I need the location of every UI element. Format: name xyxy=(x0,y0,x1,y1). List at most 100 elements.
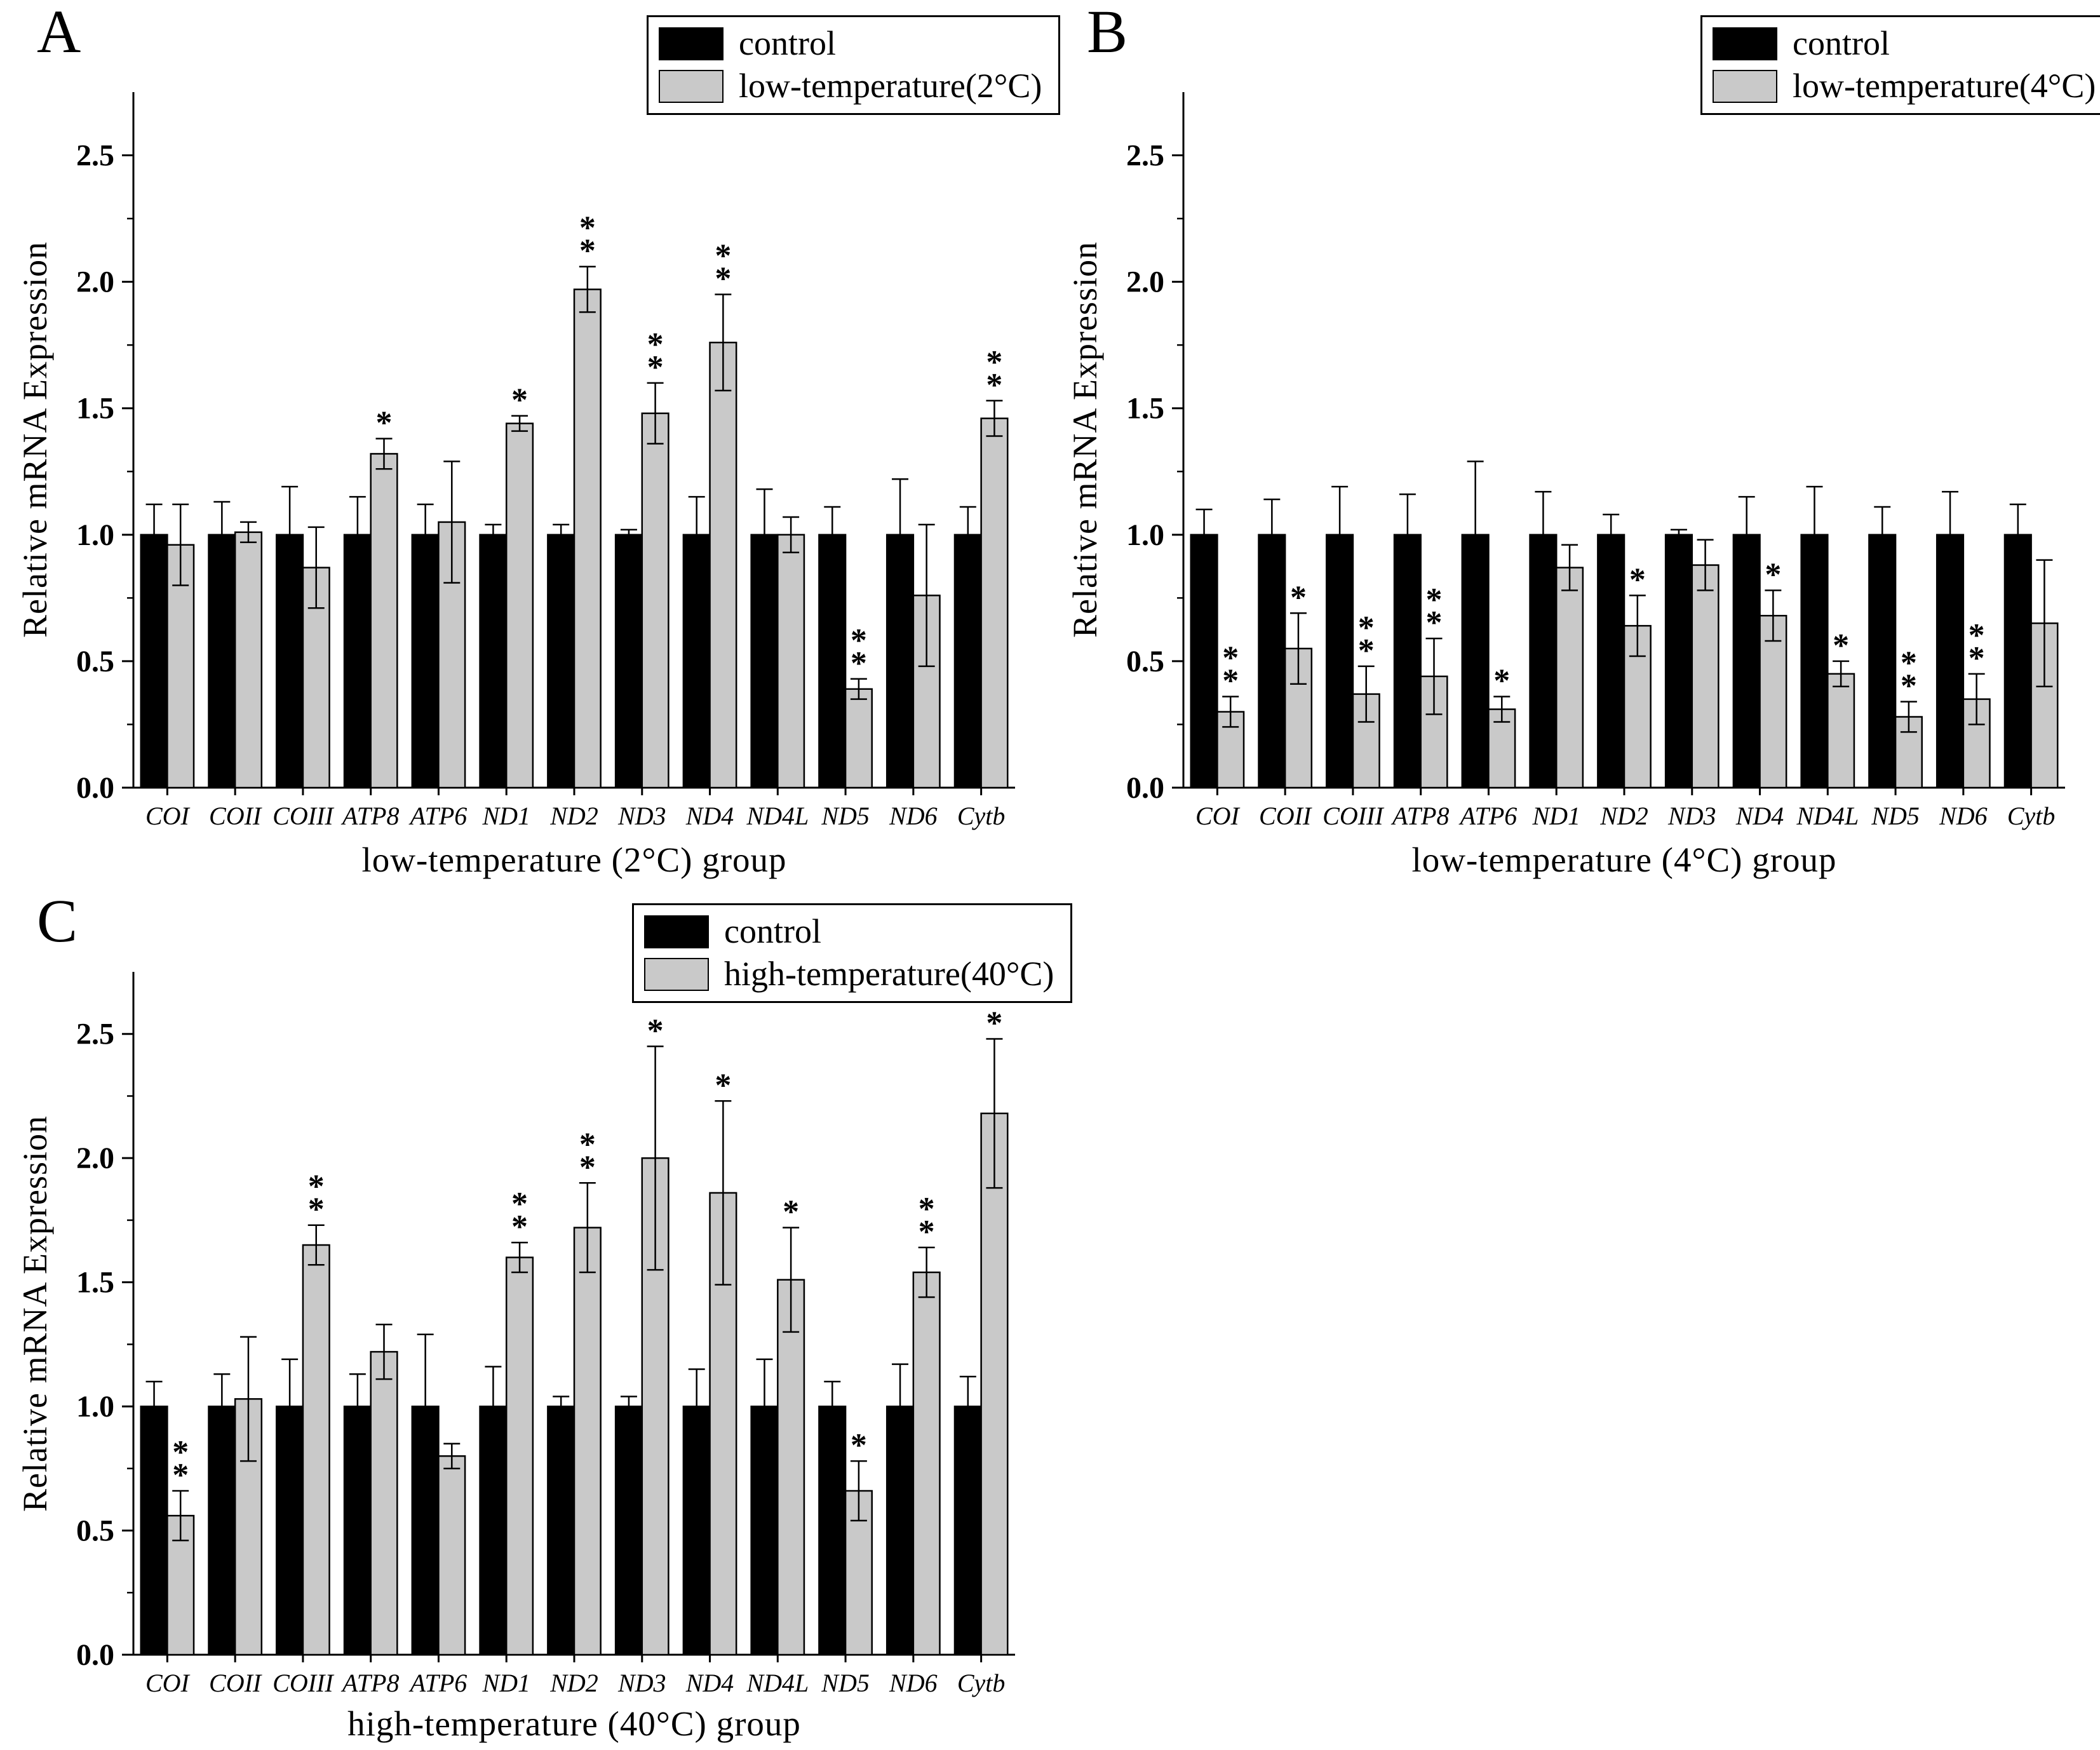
y-tick-label: 2.5 xyxy=(1126,139,1164,173)
bar-control xyxy=(547,534,575,789)
bar-treatment xyxy=(370,453,398,789)
significance-star: * xyxy=(1222,640,1239,676)
x-axis-title: high-temperature (40°C) group xyxy=(347,1704,801,1743)
bar-treatment xyxy=(844,688,873,789)
y-tick-label: 0.0 xyxy=(76,771,114,805)
x-tick-label: ATP8 xyxy=(340,802,400,830)
bar-control xyxy=(1664,534,1693,789)
y-tick-label: 0.0 xyxy=(1126,771,1164,805)
legend-swatch-treatment xyxy=(659,70,724,104)
significance-star: * xyxy=(308,1192,325,1228)
significance-star: * xyxy=(579,1149,596,1185)
significance-star: * xyxy=(1290,579,1307,616)
significance-star: * xyxy=(1969,640,1985,676)
bar-treatment xyxy=(573,1227,602,1656)
x-tick-label: COIII xyxy=(273,802,334,830)
x-tick-label: ND6 xyxy=(889,1669,938,1697)
significance-star: * xyxy=(715,261,731,297)
bar-control xyxy=(343,534,372,789)
significance-star: * xyxy=(511,1186,528,1222)
bar-control xyxy=(1258,534,1286,789)
bar-treatment xyxy=(980,417,1009,789)
y-tick-label: 1.0 xyxy=(76,1390,114,1424)
bar-control xyxy=(1732,534,1761,789)
legend: control low-temperature(2°C) xyxy=(647,15,1061,115)
x-tick-label: Cytb xyxy=(2007,802,2056,830)
legend-label-control: control xyxy=(739,24,836,62)
legend-swatch-treatment xyxy=(644,958,709,992)
significance-star: * xyxy=(919,1191,935,1227)
bar-control xyxy=(1868,534,1897,789)
bar-treatment xyxy=(505,1256,534,1656)
significance-star: * xyxy=(579,210,596,246)
bar-control xyxy=(411,534,440,789)
legend-label-treatment: high-temperature(40°C) xyxy=(724,955,1054,993)
significance-star: * xyxy=(1493,663,1510,699)
y-tick-label: 0.0 xyxy=(76,1638,114,1672)
legend-label-control: control xyxy=(1793,24,1890,62)
significance-star: * xyxy=(647,326,664,363)
x-tick-label: ND6 xyxy=(1939,802,1988,830)
y-tick-label: 0.5 xyxy=(1126,645,1164,678)
y-tick-label: 2.0 xyxy=(76,1141,114,1175)
y-tick-label: 0.5 xyxy=(76,1514,114,1548)
bar-control xyxy=(2003,534,2032,789)
significance-star: * xyxy=(1901,645,1917,682)
significance-star: * xyxy=(986,367,1002,403)
x-tick-label: ND4L xyxy=(746,1669,809,1697)
x-tick-label: ND2 xyxy=(1599,802,1648,830)
y-tick-label: 2.5 xyxy=(76,139,114,173)
x-tick-label: ND1 xyxy=(481,1669,530,1697)
x-tick-label: ND4 xyxy=(685,802,734,830)
significance-star: * xyxy=(1765,556,1781,593)
bar-control xyxy=(614,534,643,789)
bar-control xyxy=(682,534,711,789)
x-tick-label: Cytb xyxy=(957,1669,1006,1697)
significance-star: * xyxy=(511,1209,528,1245)
legend-swatch-control xyxy=(1713,27,1777,60)
bar-chart-panel-b: 0.00.51.01.52.02.5COI**COII*COIII**ATP8*… xyxy=(1126,92,2065,830)
bar-treatment xyxy=(641,412,670,789)
bar-control xyxy=(343,1405,372,1656)
panel-c: C Relative mRNA Expression 0.0 0.5 1.0 1.5 2… xyxy=(0,889,1073,1750)
significance-star: * xyxy=(376,405,393,441)
y-tick-label: 1.5 xyxy=(76,392,114,426)
bar-treatment xyxy=(505,422,534,789)
significance-star: * xyxy=(647,1013,664,1049)
bar-control xyxy=(547,1405,575,1656)
legend-item-control: control xyxy=(659,24,1042,62)
y-tick-label: 0.5 xyxy=(76,645,114,678)
y-tick-label: 1.5 xyxy=(1126,392,1164,426)
legend-item-control: control xyxy=(644,912,1054,950)
panel-b-label: B xyxy=(1087,0,1128,65)
legend-swatch-treatment xyxy=(1713,70,1777,104)
significance-star: * xyxy=(715,238,731,274)
x-tick-label: ND3 xyxy=(617,1669,666,1697)
legend-item-control: control xyxy=(1713,24,2096,62)
legend-item-treatment: low-temperature(2°C) xyxy=(659,67,1042,105)
significance-star: * xyxy=(647,349,664,386)
x-axis-title: low-temperature (4°C) group xyxy=(1411,840,1837,879)
x-tick-label: COII xyxy=(209,1669,262,1697)
bar-control xyxy=(614,1405,643,1656)
x-tick-label: ND1 xyxy=(1531,802,1580,830)
bar-treatment xyxy=(844,1490,873,1656)
significance-star: * xyxy=(579,1126,596,1162)
significance-star: * xyxy=(172,1434,189,1471)
significance-star: * xyxy=(1426,605,1443,641)
y-tick-label: 2.0 xyxy=(1126,266,1164,299)
significance-star: * xyxy=(851,623,867,659)
bar-treatment xyxy=(1827,673,1855,789)
significance-star: * xyxy=(1358,633,1375,669)
significance-star: * xyxy=(1358,610,1375,646)
x-tick-label: ND1 xyxy=(481,802,530,830)
y-tick-label: 2.5 xyxy=(76,1018,114,1051)
significance-star: * xyxy=(1426,582,1443,618)
bar-control xyxy=(1190,534,1218,789)
bar-control xyxy=(140,1405,168,1656)
bar-treatment xyxy=(777,534,805,789)
significance-star: * xyxy=(715,1067,731,1103)
bar-control xyxy=(140,534,168,789)
significance-star: * xyxy=(986,1006,1002,1042)
